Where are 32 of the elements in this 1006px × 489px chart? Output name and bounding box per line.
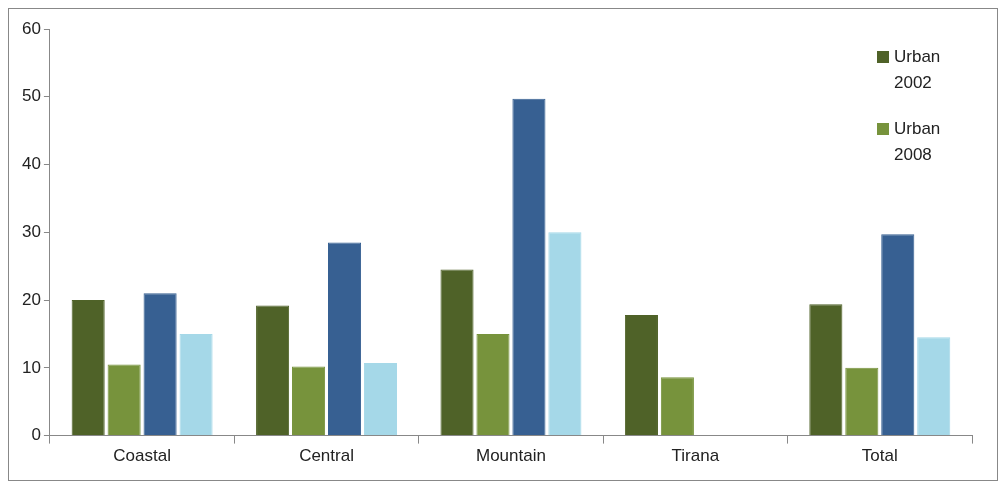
- bar: [143, 293, 177, 436]
- x-tick-label: Total: [861, 446, 898, 466]
- bar: [512, 98, 546, 436]
- legend-label: Urban 2002: [894, 46, 941, 92]
- bar: [809, 304, 843, 436]
- bar: [256, 305, 290, 436]
- y-tick-label: 30: [21, 221, 41, 241]
- bar: [363, 363, 398, 436]
- bar: [548, 232, 582, 436]
- bar: [845, 367, 879, 436]
- legend-label: Urban 2008: [894, 118, 941, 164]
- bar: [179, 333, 213, 436]
- bar: [71, 300, 105, 436]
- y-tick-label: 0: [31, 425, 41, 445]
- x-tick-label: Mountain: [475, 446, 546, 466]
- y-tick-label: 10: [21, 357, 41, 377]
- bar: [476, 333, 510, 436]
- y-tick-label: 60: [21, 18, 41, 38]
- bar: [327, 242, 362, 436]
- y-tick-label: 20: [21, 289, 41, 309]
- x-tick-label: Central: [299, 446, 354, 466]
- bar: [292, 366, 326, 436]
- bar: [440, 269, 474, 436]
- bar: [624, 314, 658, 436]
- y-tick-label: 40: [21, 154, 41, 174]
- x-tick-label: Coastal: [113, 446, 171, 466]
- y-tick-label: 50: [21, 86, 41, 106]
- bar: [107, 364, 141, 436]
- bar: [881, 234, 915, 436]
- bar: [917, 337, 951, 436]
- bar: [660, 377, 694, 436]
- x-tick-label: Tirana: [671, 446, 720, 466]
